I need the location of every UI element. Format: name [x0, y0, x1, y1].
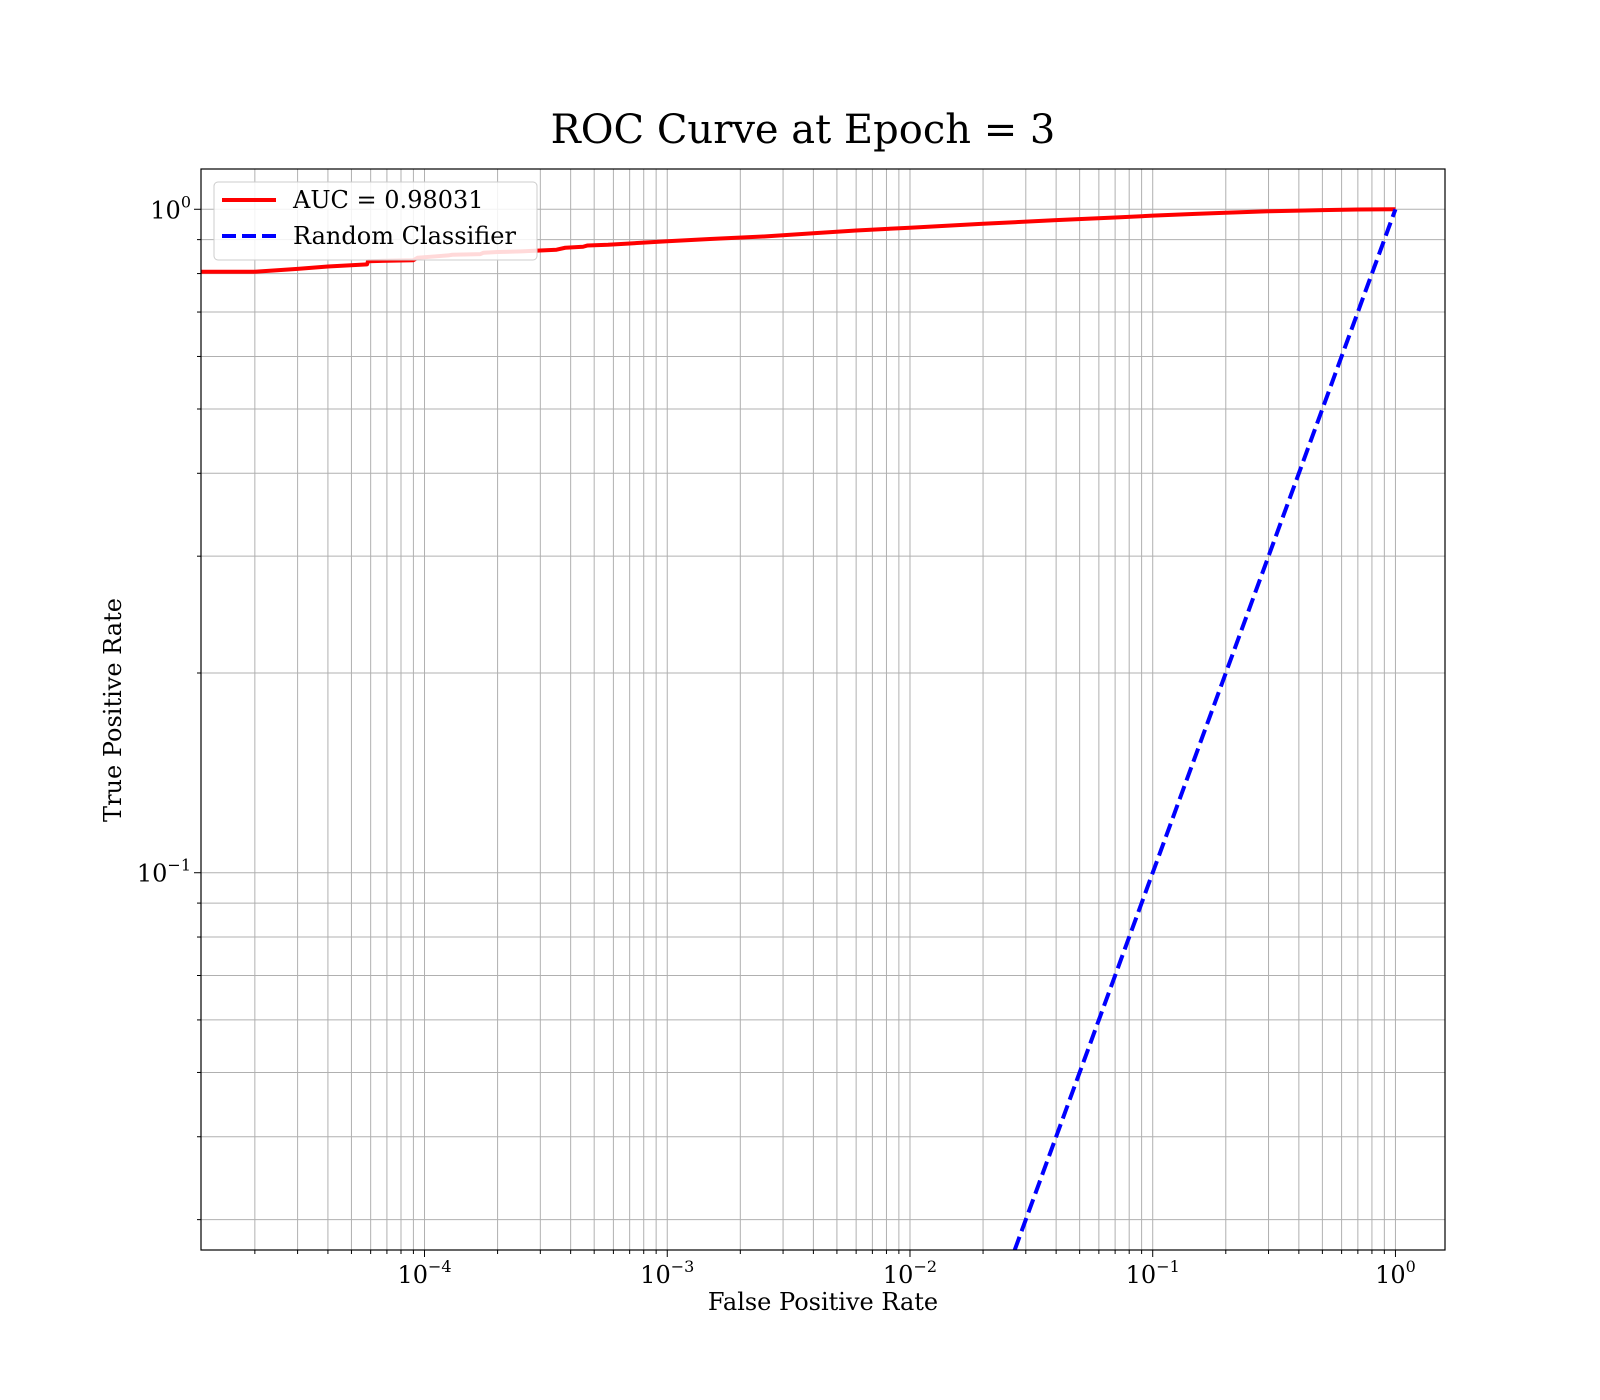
x-tick-label: 10−3	[640, 1257, 694, 1289]
y-axis-ticks: 10−1 100	[137, 192, 201, 1221]
legend-label-random: Random Classifier	[293, 222, 516, 250]
x-axis-ticks: 10−4 10−3 10−2 10−1 100	[254, 1250, 1416, 1289]
y-tick-label: 10−1	[137, 856, 191, 888]
x-tick-label: 10−2	[883, 1257, 937, 1289]
legend: AUC = 0.98031 Random Classifier	[213, 181, 538, 261]
plot-frame	[200, 168, 1446, 1251]
random-classifier-line	[1012, 208, 1398, 1250]
series-layer	[201, 207, 1398, 1250]
x-tick-label: 10−4	[397, 1257, 451, 1289]
y-tick-label: 100	[150, 192, 191, 224]
legend-box	[213, 181, 538, 261]
x-axis-label: False Positive Rate	[708, 1288, 938, 1316]
y-axis-label: True Positive Rate	[99, 598, 127, 822]
x-tick-label: 100	[1375, 1257, 1416, 1289]
x-tick-label: 10−1	[1126, 1257, 1180, 1289]
grid	[201, 169, 1445, 1250]
chart-title: ROC Curve at Epoch = 3	[551, 107, 1056, 153]
legend-label-auc: AUC = 0.98031	[292, 186, 484, 214]
